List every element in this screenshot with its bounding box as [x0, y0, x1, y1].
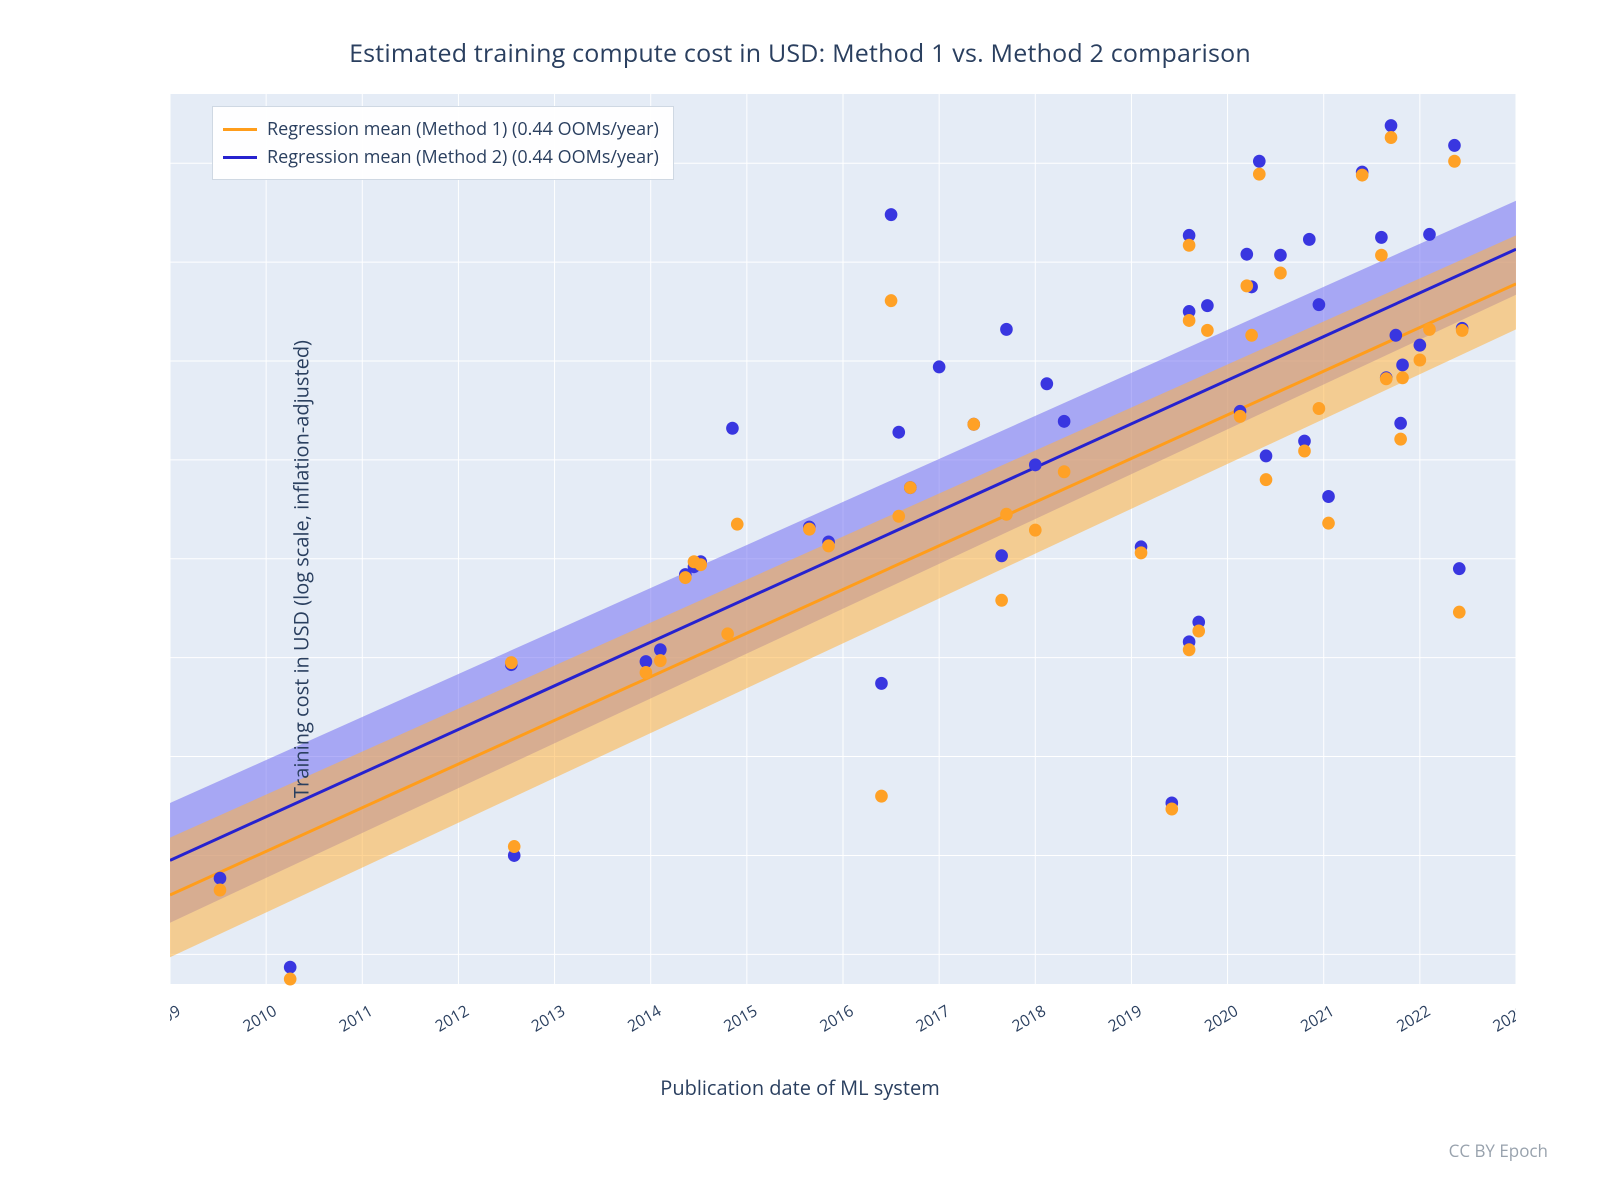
- svg-text:2014: 2014: [623, 999, 665, 1037]
- y-axis-title: Training cost in USD (log scale, inflati…: [287, 340, 314, 798]
- svg-text:2017: 2017: [912, 999, 954, 1037]
- svg-text:2020: 2020: [1200, 999, 1242, 1037]
- svg-text:2009: 2009: [170, 999, 184, 1037]
- plot-area: Training cost in USD (log scale, inflati…: [170, 94, 1516, 1044]
- chart-container: Estimated training compute cost in USD: …: [0, 0, 1600, 1200]
- svg-text:2021: 2021: [1296, 999, 1338, 1037]
- chart-title: Estimated training compute cost in USD: …: [40, 36, 1560, 70]
- legend-swatch: [223, 156, 257, 159]
- svg-text:2015: 2015: [719, 999, 761, 1037]
- svg-text:2016: 2016: [816, 999, 858, 1037]
- x-axis-title: Publication date of ML system: [40, 1074, 1560, 1101]
- svg-text:2022: 2022: [1392, 999, 1434, 1037]
- legend-swatch: [223, 128, 257, 131]
- legend-entry: Regression mean (Method 1) (0.44 OOMs/ye…: [223, 115, 659, 143]
- attribution-label: CC BY Epoch: [1449, 1139, 1548, 1162]
- svg-text:2013: 2013: [527, 999, 569, 1037]
- svg-text:2012: 2012: [431, 999, 473, 1037]
- x-tick-labels: 2009 2010 2011 2012 2013 2014 2015 2016 2017 2018…: [170, 999, 1516, 1037]
- scatter-plot: 2009 2010 2011 2012 2013 2014 2015 2016 2017 2018…: [170, 94, 1516, 1044]
- legend-label: Regression mean (Method 1) (0.44 OOMs/ye…: [267, 117, 659, 141]
- svg-text:2010: 2010: [239, 999, 281, 1037]
- legend-entry: Regression mean (Method 2) (0.44 OOMs/ye…: [223, 143, 659, 171]
- legend: Regression mean (Method 1) (0.44 OOMs/ye…: [212, 106, 674, 180]
- svg-text:2023: 2023: [1489, 999, 1516, 1037]
- svg-text:2018: 2018: [1008, 999, 1050, 1037]
- legend-label: Regression mean (Method 2) (0.44 OOMs/ye…: [267, 145, 659, 169]
- svg-text:2011: 2011: [335, 999, 377, 1037]
- svg-text:2019: 2019: [1104, 999, 1146, 1037]
